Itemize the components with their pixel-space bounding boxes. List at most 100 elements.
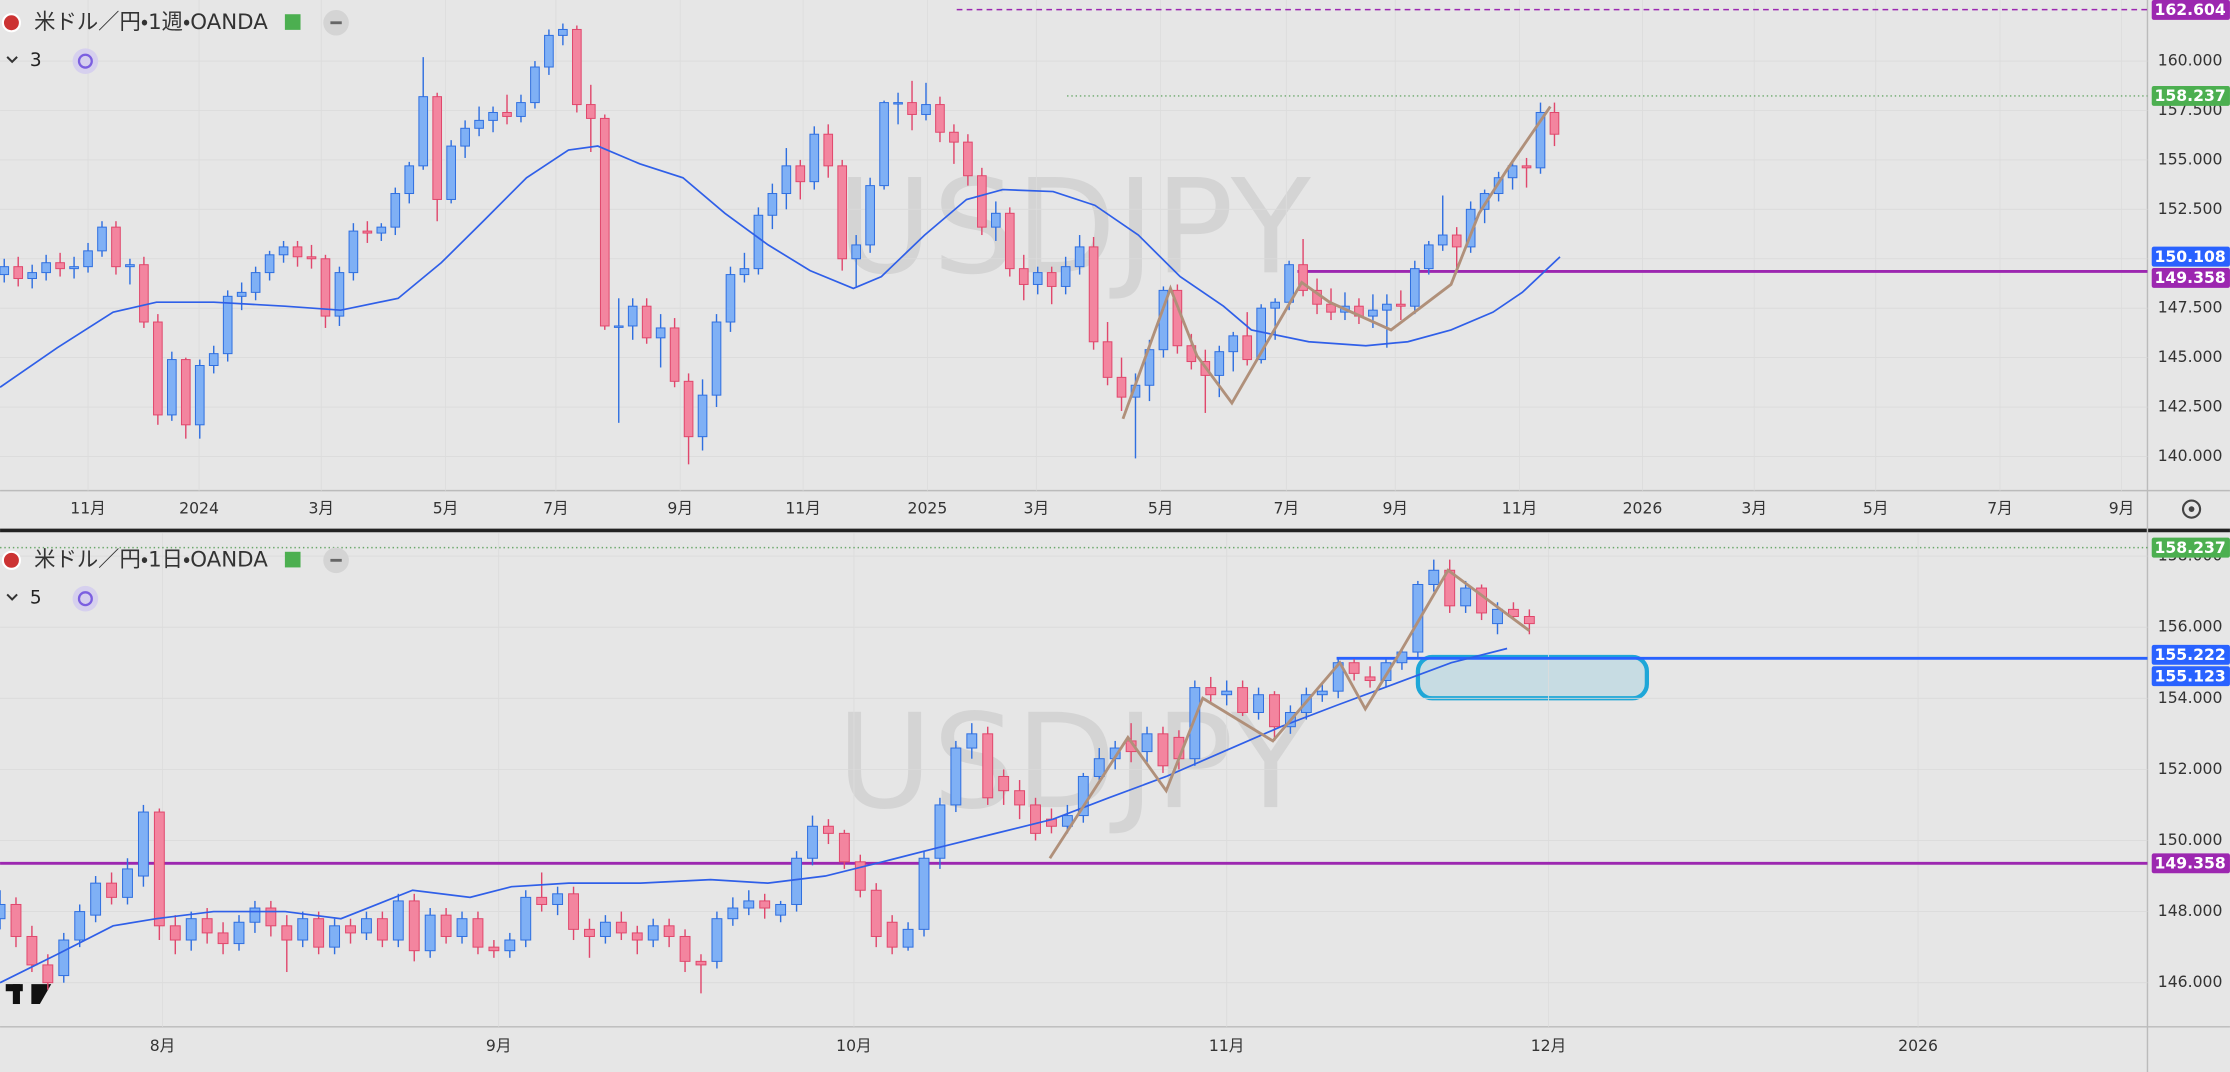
y-tick-label: 145.000 (2158, 347, 2223, 366)
y-tick-label: 146.000 (2158, 972, 2223, 991)
y-tick-label: 152.000 (2158, 759, 2223, 778)
candle-body (55, 262, 65, 270)
settings-icon[interactable] (2181, 499, 2202, 519)
candle-body (727, 907, 739, 920)
candle-body (329, 925, 341, 948)
candle-body (795, 165, 806, 183)
candle-body (743, 900, 755, 909)
candle-body (446, 145, 456, 200)
indicator-count: 5 (30, 588, 42, 609)
y-tick-label: 142.500 (2158, 397, 2223, 416)
candle-body (963, 141, 973, 177)
watermark: USDJPY (837, 151, 1312, 303)
price-label-bg (2151, 268, 2230, 288)
candle-body (41, 262, 51, 274)
candle-body (1270, 301, 1280, 309)
candle-body (1093, 758, 1105, 777)
candle-body (520, 896, 532, 941)
x-tick-label: 7月 (543, 499, 569, 518)
candle-body (1508, 608, 1519, 617)
candle-body (424, 914, 436, 952)
candle-body (1214, 351, 1225, 376)
candle-body (711, 321, 722, 396)
candle-body (1088, 246, 1099, 343)
logo-part (12, 984, 20, 1005)
x-tick-label: 11月 (785, 499, 821, 518)
candle-body (1460, 587, 1472, 607)
indicator-line (0, 145, 1561, 388)
candle-body (998, 775, 1010, 792)
candle-body (69, 266, 79, 270)
candle-body (991, 212, 1001, 228)
candle-body (918, 857, 930, 930)
candle-body (838, 832, 850, 863)
candle-body (1523, 615, 1535, 625)
y-tick-label: 148.000 (2158, 901, 2223, 920)
candle-body (1074, 246, 1085, 268)
candle-body (725, 274, 736, 323)
collapse-chevron[interactable] (6, 593, 18, 601)
candle-body (313, 918, 325, 948)
logo-part (31, 984, 52, 1005)
candle-body (982, 733, 994, 799)
candle-body (376, 226, 387, 234)
candle-body (474, 119, 484, 129)
candle-body (362, 230, 373, 234)
indicator-line (1121, 105, 1552, 420)
candle-body (1032, 272, 1043, 285)
indicator-line (1048, 568, 1531, 860)
candle-body (809, 133, 820, 183)
price-label-bg (2151, 537, 2230, 558)
candle-body (516, 102, 526, 117)
candle-body (488, 111, 498, 121)
candle-body (1228, 335, 1239, 353)
x-tick-label: 3月 (308, 499, 334, 518)
sync-icon[interactable] (72, 48, 99, 74)
candle-body (1141, 733, 1153, 753)
candle-body (1364, 676, 1376, 681)
candle-body (584, 928, 595, 937)
candle-body (1492, 608, 1503, 625)
x-tick-label: 7月 (1274, 499, 1300, 518)
candle-body (153, 811, 165, 927)
candle-body (1205, 687, 1217, 696)
candle-body (502, 111, 512, 117)
candle-body (418, 96, 429, 167)
candle-body (949, 131, 959, 143)
candle-body (58, 939, 70, 977)
candle-body (966, 733, 978, 749)
candle-body (0, 903, 6, 920)
tradingview-logo (5, 984, 52, 1005)
candle-body (1256, 307, 1267, 361)
price-label: 158.237 (2155, 538, 2226, 557)
x-tick-label: 9月 (667, 499, 693, 518)
candle-body (879, 102, 889, 187)
candle-body (106, 882, 118, 898)
candle-body (1060, 266, 1071, 287)
x-tick-label: 3月 (1741, 499, 1767, 518)
price-label: 155.222 (2155, 645, 2226, 664)
candle-body (456, 918, 468, 937)
x-tick-label: 2025 (908, 499, 948, 518)
collapse-chevron[interactable] (6, 56, 18, 64)
candle-body (361, 918, 372, 934)
candle-body (886, 921, 898, 948)
chart-title: 米ドル／円・1日・OANDA (34, 547, 268, 572)
candle-body (320, 258, 331, 317)
candle-body (1221, 690, 1233, 696)
candle-body (1549, 111, 1560, 135)
price-label-bg (2151, 666, 2230, 687)
candle-body (1451, 234, 1462, 248)
indicator-count: 3 (30, 50, 42, 71)
candle-body (264, 254, 275, 274)
candle-body (1348, 662, 1360, 674)
candle-body (236, 291, 247, 297)
candle-body (1465, 208, 1476, 248)
price-label-bg (2151, 85, 2230, 106)
x-tick-label: 11月 (70, 499, 106, 518)
sync-icon[interactable] (72, 585, 99, 612)
candle-body (865, 185, 875, 246)
candle-body (13, 266, 24, 280)
